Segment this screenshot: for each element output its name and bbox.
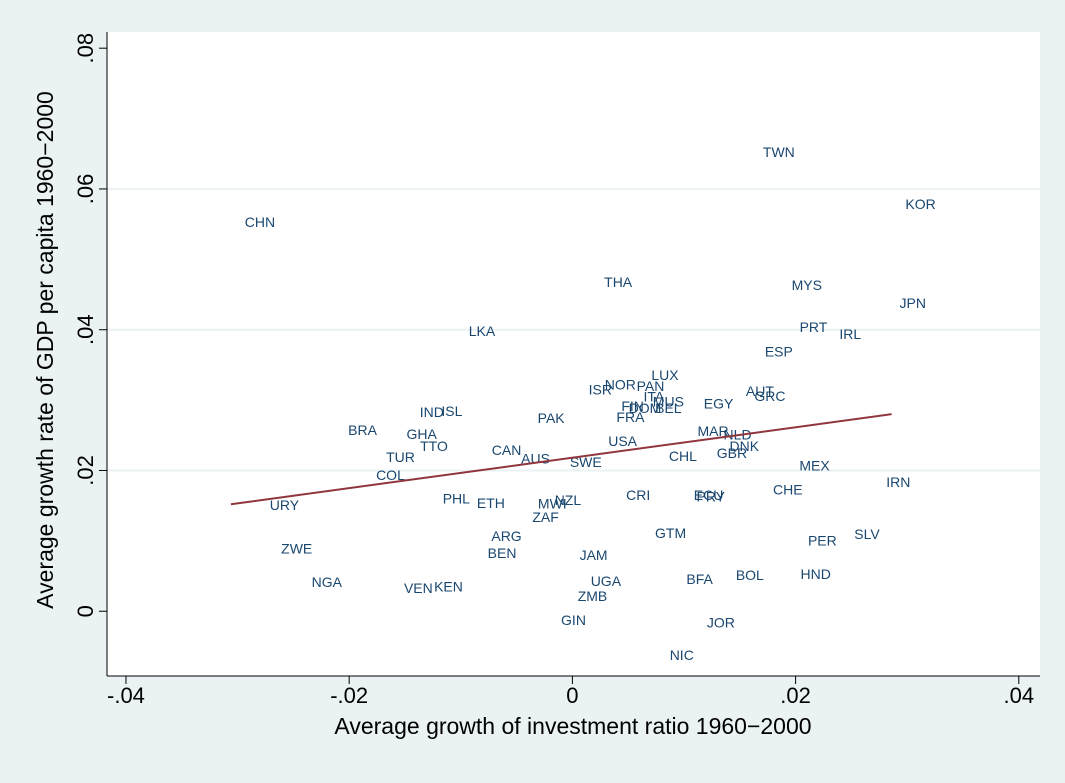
- point-label: PRY: [696, 489, 725, 505]
- point-label: BRA: [348, 422, 377, 438]
- point-label: CAN: [492, 442, 522, 458]
- point-label: TUR: [386, 449, 415, 465]
- x-tick-label: .04: [1003, 683, 1034, 708]
- point-label: UGA: [591, 573, 622, 589]
- point-label: BFA: [686, 571, 713, 587]
- point-label: PER: [808, 532, 837, 548]
- point-label: JPN: [900, 295, 926, 311]
- point-label: ISR: [589, 382, 612, 398]
- point-label: TWN: [763, 144, 795, 160]
- point-label: NIC: [670, 647, 694, 663]
- point-label: SLV: [854, 526, 880, 542]
- point-label: MWI: [538, 496, 567, 512]
- point-label: ETH: [477, 495, 505, 511]
- y-tick-label: .06: [73, 174, 98, 205]
- point-label: DOM: [629, 400, 662, 416]
- point-label: ITA: [643, 389, 664, 405]
- point-label: LUX: [651, 367, 679, 383]
- point-label: EGY: [704, 396, 734, 412]
- point-label: BEN: [488, 545, 517, 561]
- y-tick-label: .04: [73, 314, 98, 345]
- fit-line: [230, 413, 892, 506]
- y-axis-title: Average growth rate of GDP per capita 19…: [32, 91, 58, 609]
- point-label: PRT: [800, 319, 828, 335]
- point-label: ISL: [441, 403, 462, 419]
- point-label: GTM: [655, 525, 686, 541]
- point-label: ECU: [694, 487, 724, 503]
- y-tick-label: 0: [73, 605, 98, 617]
- point-label: FRA: [616, 409, 645, 425]
- point-label: MEX: [799, 458, 830, 474]
- point-label: MYS: [792, 277, 822, 293]
- point-label: PAK: [538, 410, 566, 426]
- point-label: ESP: [765, 344, 793, 360]
- point-label: KEN: [434, 579, 463, 595]
- point-label: VEN: [404, 580, 433, 596]
- point-label: PAN: [637, 378, 665, 394]
- point-label: ZMB: [578, 588, 608, 604]
- x-tick-label: -.04: [107, 683, 145, 708]
- point-label: GBR: [717, 445, 747, 461]
- point-label: GRC: [754, 388, 785, 404]
- point-label: GHA: [407, 426, 438, 442]
- point-label: CHE: [773, 482, 803, 498]
- point-label: SWE: [570, 454, 602, 470]
- y-tick-label: .08: [73, 33, 98, 64]
- y-tick-label: .02: [73, 455, 98, 486]
- x-tick-label: 0: [566, 683, 578, 708]
- point-label: BEL: [655, 400, 682, 416]
- point-label: IND: [420, 404, 444, 420]
- point-label: AUT: [746, 383, 774, 399]
- point-label: CRI: [626, 487, 650, 503]
- plot-area: [107, 32, 1040, 676]
- point-label: CHN: [245, 214, 275, 230]
- point-label: ARG: [491, 528, 521, 544]
- point-label: ZAF: [532, 509, 558, 525]
- point-label: LKA: [469, 323, 496, 339]
- point-label: JOR: [707, 615, 735, 631]
- point-label: FIN: [621, 398, 644, 414]
- point-label: BOL: [736, 567, 764, 583]
- point-label: NZL: [555, 492, 582, 508]
- point-label: IRL: [839, 326, 861, 342]
- point-label: NOR: [605, 377, 636, 393]
- point-label: THA: [604, 274, 633, 290]
- point-label: KOR: [905, 196, 935, 212]
- point-label: IRN: [886, 474, 910, 490]
- point-label: GIN: [561, 612, 586, 628]
- x-tick-label: .02: [780, 683, 811, 708]
- x-axis-title: Average growth of investment ratio 1960−…: [334, 713, 811, 739]
- point-label: HND: [801, 566, 831, 582]
- point-label: PHL: [443, 491, 470, 507]
- point-label: JAM: [580, 547, 608, 563]
- point-label: COL: [376, 467, 405, 483]
- point-label: CHL: [669, 448, 697, 464]
- point-label: MAR: [697, 423, 728, 439]
- point-label: TTO: [420, 438, 448, 454]
- point-label: USA: [608, 433, 637, 449]
- x-tick-label: -.02: [330, 683, 368, 708]
- point-label: URY: [270, 497, 300, 513]
- point-label: ZWE: [281, 541, 312, 557]
- point-label: DNK: [729, 438, 759, 454]
- point-label: NGA: [312, 574, 343, 590]
- point-label: MUS: [653, 394, 684, 410]
